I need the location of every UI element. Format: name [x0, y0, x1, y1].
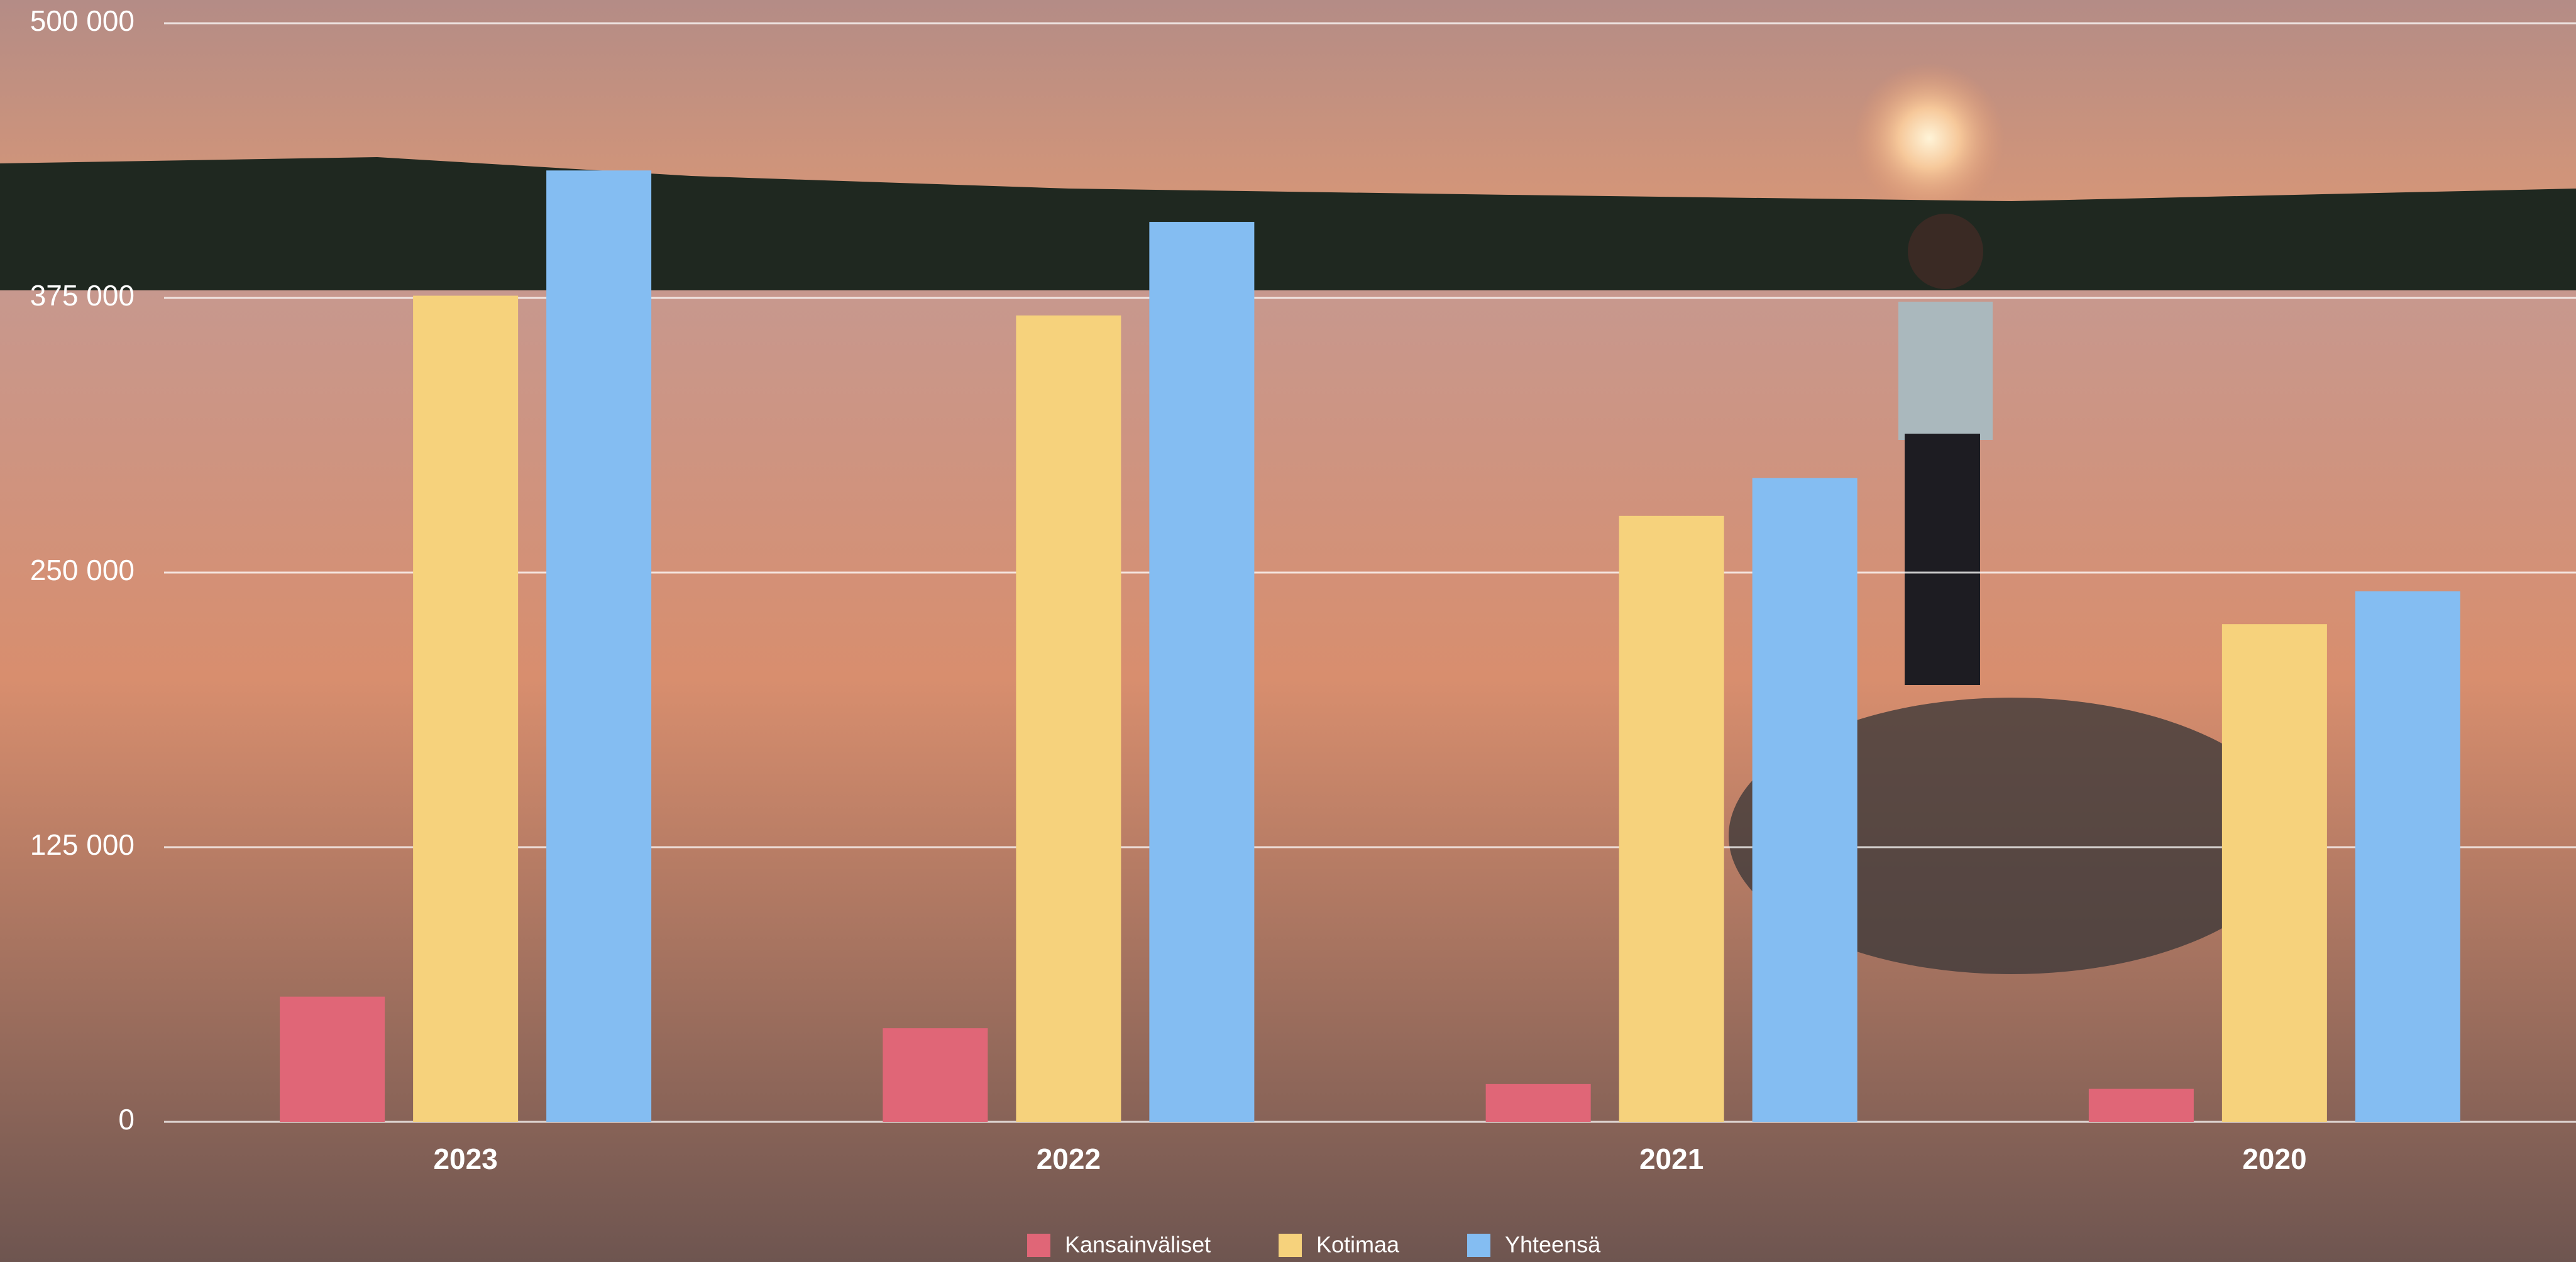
background — [0, 0, 2576, 1262]
x-tick-label: 2022 — [1037, 1143, 1101, 1175]
bar — [1619, 516, 1724, 1122]
bar — [546, 170, 651, 1122]
legend-label: Yhteensä — [1505, 1232, 1601, 1258]
page: {"chart_data": {"type": "bar", "categori… — [0, 0, 2576, 1262]
y-tick-label: 500 000 — [30, 4, 135, 37]
legend-swatch — [1027, 1234, 1050, 1257]
chart: 0 125 000 250 000 375 000 500 000 2023 2022 202… — [0, 0, 2576, 1262]
y-tick-label: 375 000 — [30, 279, 135, 312]
legend-swatch — [1467, 1234, 1490, 1257]
y-tick-label: 250 000 — [30, 554, 135, 586]
bar — [280, 997, 385, 1122]
y-tick-label: 125 000 — [30, 828, 135, 861]
x-tick-label: 2023 — [433, 1143, 497, 1175]
legend-label: Kansainväliset — [1065, 1232, 1211, 1258]
bar — [883, 1028, 988, 1122]
x-tick-label: 2020 — [2242, 1143, 2306, 1175]
bar — [2222, 624, 2327, 1122]
legend-label: Kotimaa — [1316, 1232, 1400, 1258]
bar — [1149, 222, 1254, 1122]
bar — [1016, 316, 1121, 1122]
bar — [1486, 1084, 1591, 1122]
bar — [413, 296, 518, 1122]
bar — [2089, 1089, 2194, 1122]
legend-swatch — [1279, 1234, 1302, 1257]
y-tick-label: 0 — [118, 1103, 135, 1136]
x-tick-label: 2021 — [1639, 1143, 1704, 1175]
bar — [2355, 591, 2460, 1122]
bar — [1753, 478, 1858, 1122]
